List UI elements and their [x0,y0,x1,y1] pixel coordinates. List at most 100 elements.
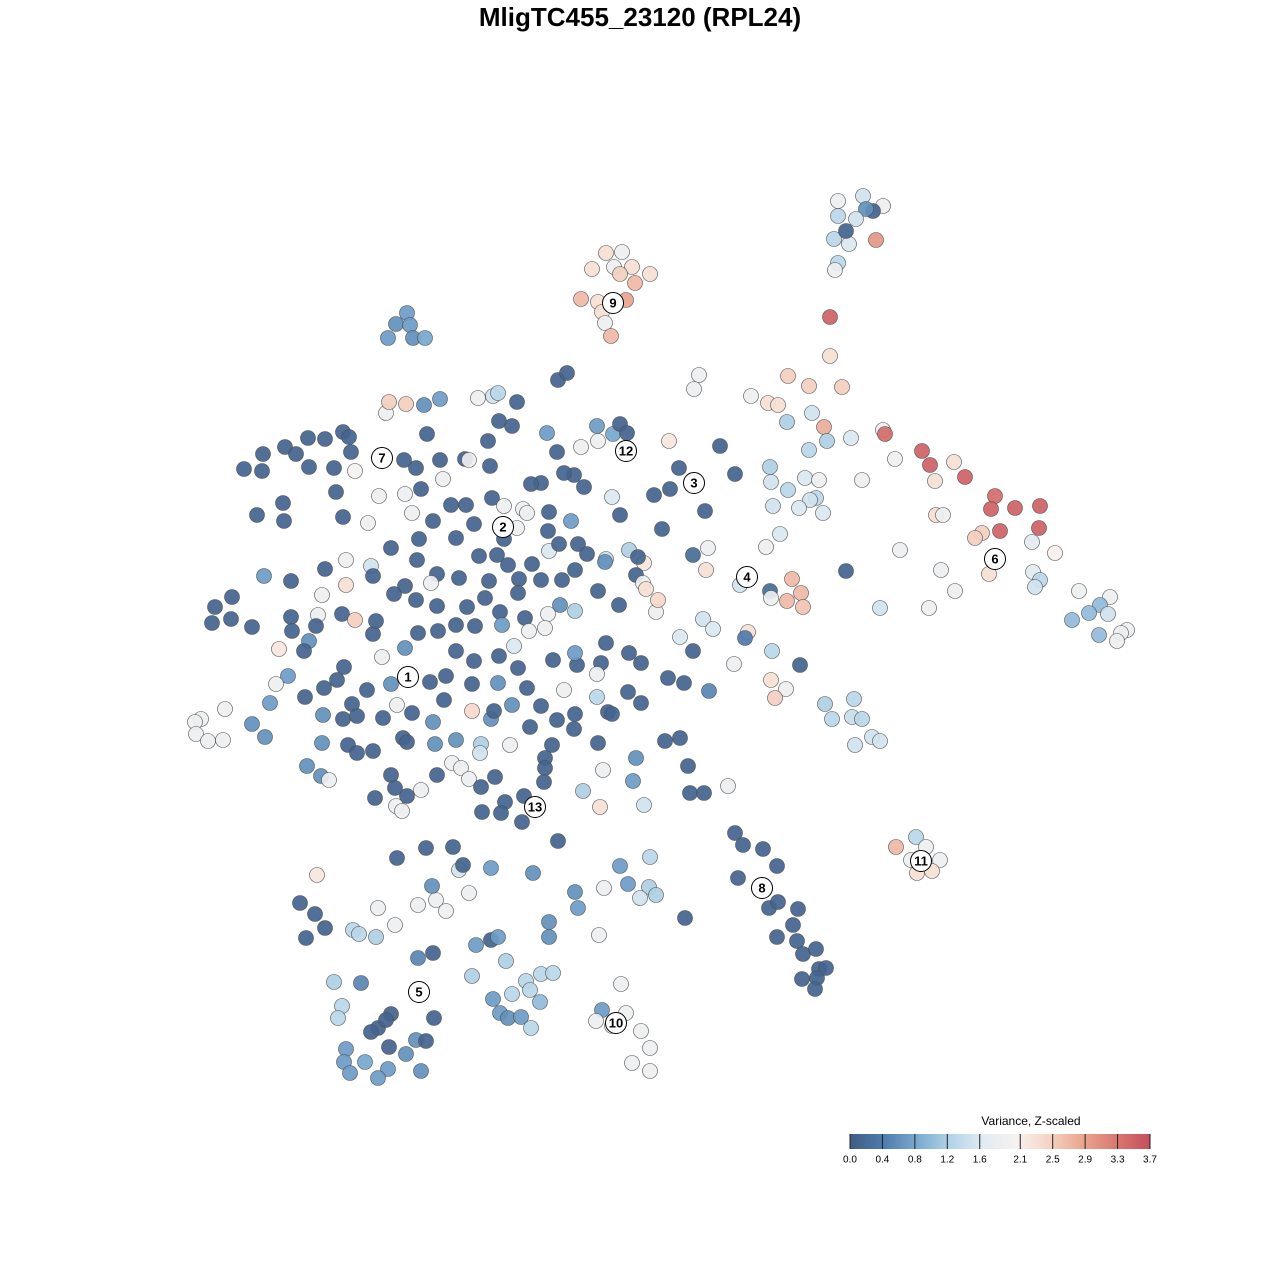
point [772,526,788,542]
point [430,623,446,639]
point [595,762,611,778]
point [567,603,583,619]
point [244,716,260,732]
point [426,1010,442,1026]
point [559,365,575,381]
point [545,652,561,668]
point [326,974,342,990]
point [283,573,299,589]
point [368,613,384,629]
point [1027,579,1043,595]
point [336,659,352,675]
point [432,452,448,468]
colorbar-tick-label: 0.4 [875,1155,889,1166]
point [614,244,630,260]
point [334,606,350,622]
point [818,960,834,976]
point [603,328,619,344]
point [573,291,589,307]
point [696,785,712,801]
point [848,211,864,227]
point [778,681,794,697]
point [502,737,518,753]
point [824,711,840,727]
point [451,570,467,586]
colorbar-ramp [850,1134,1150,1149]
point [868,232,884,248]
point [489,547,505,563]
point [371,488,387,504]
point [947,583,963,599]
cluster-label: 5 [415,984,422,999]
point [249,507,265,523]
point [315,707,331,723]
point [612,858,628,874]
point [1100,606,1116,622]
point [387,917,403,933]
point [255,446,271,462]
point [370,1070,386,1086]
point [413,481,429,497]
point [365,568,381,584]
point [811,472,827,488]
point [597,315,613,331]
point [482,458,498,474]
point [244,619,260,635]
cluster-label: 13 [528,799,542,814]
point [682,785,698,801]
point [301,459,317,475]
point [877,426,893,442]
point [411,531,427,547]
point [648,887,664,903]
colorbar: Variance, Z-scaled 0.0 0.4 0.8 1.2 1.6 2.1 2.5… [843,1114,1157,1165]
point [636,797,652,813]
point [276,513,292,529]
point [633,695,649,711]
point [321,772,337,788]
cluster-label-badge [371,447,393,469]
point [537,620,553,636]
point [769,858,785,874]
point [480,433,496,449]
point [215,732,231,748]
point [351,926,367,942]
point [368,929,384,945]
point [493,805,509,821]
point [504,986,520,1002]
point [922,457,938,473]
point [701,683,717,699]
point [308,618,324,634]
point [801,378,817,394]
colorbar-tick-label: 0.8 [908,1155,922,1166]
cluster-label-badge [683,472,705,494]
point [396,452,412,468]
point [522,982,538,998]
point [473,779,489,795]
point [1032,498,1048,514]
point [784,571,800,587]
point [822,309,838,325]
cluster-label-badge [984,548,1006,570]
point [730,870,746,886]
point [464,968,480,984]
point [541,914,557,930]
point [727,825,743,841]
point [642,849,658,865]
point [341,429,357,445]
cluster-label-badge [408,981,430,1003]
point [275,495,291,511]
point [416,397,432,413]
point [661,433,677,449]
point [830,208,846,224]
point [417,330,433,346]
point [567,706,583,722]
point [632,890,648,906]
point [888,839,904,855]
point [598,635,614,651]
point [389,697,405,713]
point [402,317,418,333]
point [921,600,937,616]
point [200,733,216,749]
point [404,505,420,521]
